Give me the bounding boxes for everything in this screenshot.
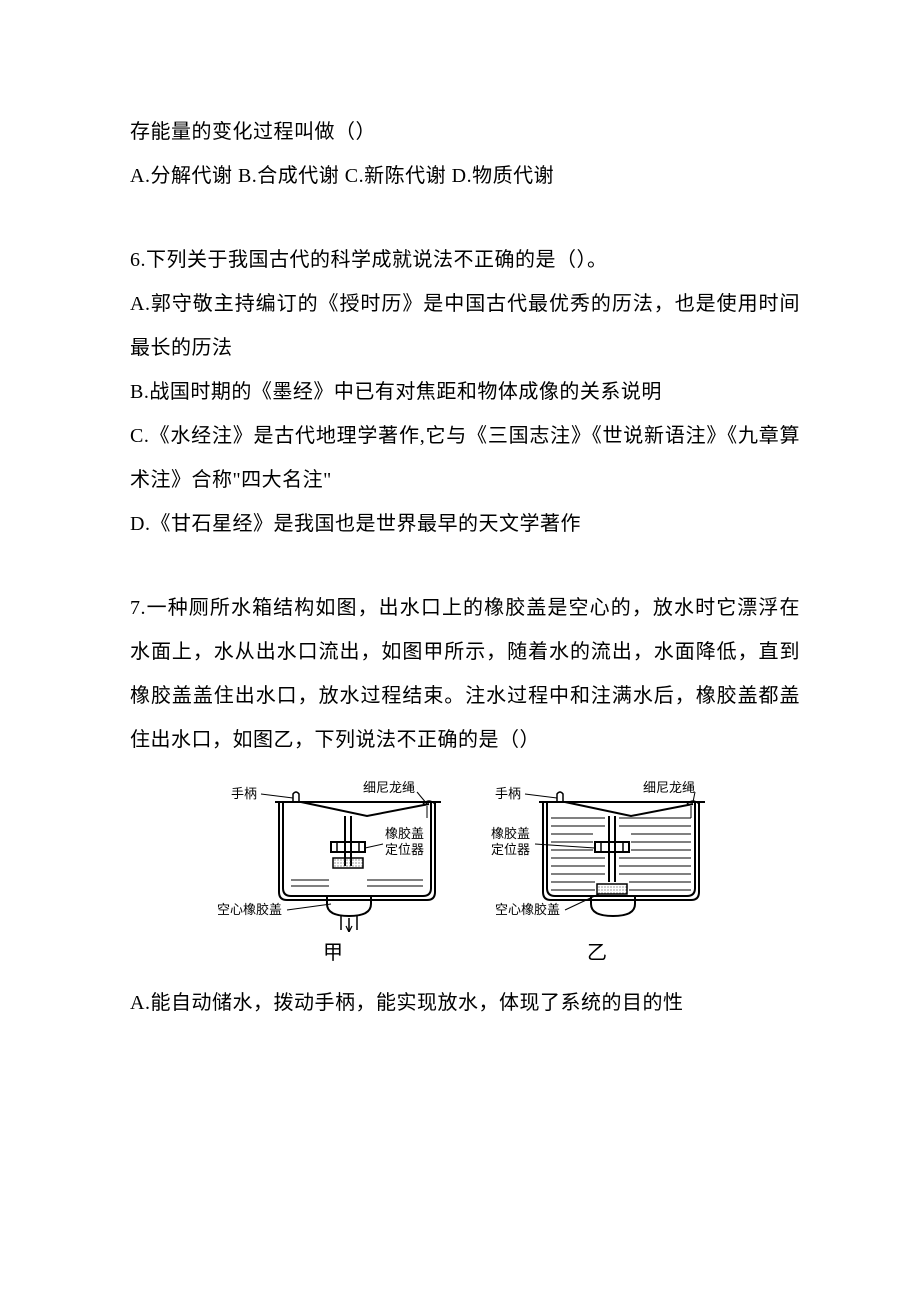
q6-stem: 6.下列关于我国古代的科学成就说法不正确的是（）。: [130, 238, 800, 282]
figure-a: 手柄 细尼龙绳 橡胶盖 定位器 空心橡胶盖: [217, 772, 449, 932]
figure-a-wrap: 手柄 细尼龙绳 橡胶盖 定位器 空心橡胶盖 甲: [217, 772, 449, 965]
q6-opt-b: B.战国时期的《墨经》中已有对焦距和物体成像的关系说明: [130, 370, 800, 414]
q5-options: A.分解代谢 B.合成代谢 C.新陈代谢 D.物质代谢: [130, 154, 800, 198]
lbl-cap-b: 橡胶盖: [491, 826, 530, 841]
lbl-cap-a: 橡胶盖: [385, 826, 424, 841]
q5-opt-c: C.新陈代谢: [345, 165, 446, 187]
figure-a-caption: 甲: [323, 936, 343, 965]
exam-page: 存能量的变化过程叫做（） A.分解代谢 B.合成代谢 C.新陈代谢 D.物质代谢…: [0, 0, 920, 1302]
q7-figures: 手柄 细尼龙绳 橡胶盖 定位器 空心橡胶盖 甲: [130, 772, 800, 965]
figure-b: 手柄 细尼龙绳 橡胶盖 定位器 空心橡胶盖: [481, 772, 713, 932]
q5-opt-b: B.合成代谢: [238, 165, 339, 187]
q5-opt-d: D.物质代谢: [452, 165, 554, 187]
q5-stem: 存能量的变化过程叫做（）: [130, 110, 800, 154]
lbl-rope-a: 细尼龙绳: [363, 780, 415, 795]
lbl-handle-a: 手柄: [231, 786, 257, 801]
lbl-locator-a: 定位器: [385, 842, 424, 857]
question-6: 6.下列关于我国古代的科学成就说法不正确的是（）。 A.郭守敬主持编订的《授时历…: [130, 238, 800, 546]
question-7: 7.一种厕所水箱结构如图，出水口上的橡胶盖是空心的，放水时它漂浮在水面上，水从出…: [130, 586, 800, 1025]
lbl-handle-b: 手柄: [495, 786, 521, 801]
q7-opt-a: A.能自动储水，拨动手柄，能实现放水，体现了系统的目的性: [130, 981, 800, 1025]
lbl-rope-b: 细尼龙绳: [643, 780, 695, 795]
lbl-hollow-a: 空心橡胶盖: [217, 902, 282, 917]
q6-opt-a: A.郭守敬主持编订的《授时历》是中国古代最优秀的历法，也是使用时间最长的历法: [130, 282, 800, 370]
q5-opt-a: A.分解代谢: [130, 165, 232, 187]
lbl-locator-b: 定位器: [491, 842, 530, 857]
question-5: 存能量的变化过程叫做（） A.分解代谢 B.合成代谢 C.新陈代谢 D.物质代谢: [130, 110, 800, 198]
q7-stem: 7.一种厕所水箱结构如图，出水口上的橡胶盖是空心的，放水时它漂浮在水面上，水从出…: [130, 586, 800, 762]
figure-b-wrap: 手柄 细尼龙绳 橡胶盖 定位器 空心橡胶盖 乙: [481, 772, 713, 965]
q6-opt-c: C.《水经注》是古代地理学著作,它与《三国志注》《世说新语注》《九章算术注》合称…: [130, 414, 800, 502]
q6-opt-d: D.《甘石星经》是我国也是世界最早的天文学著作: [130, 502, 800, 546]
lbl-hollow-b: 空心橡胶盖: [495, 902, 560, 917]
figure-b-caption: 乙: [587, 936, 607, 965]
